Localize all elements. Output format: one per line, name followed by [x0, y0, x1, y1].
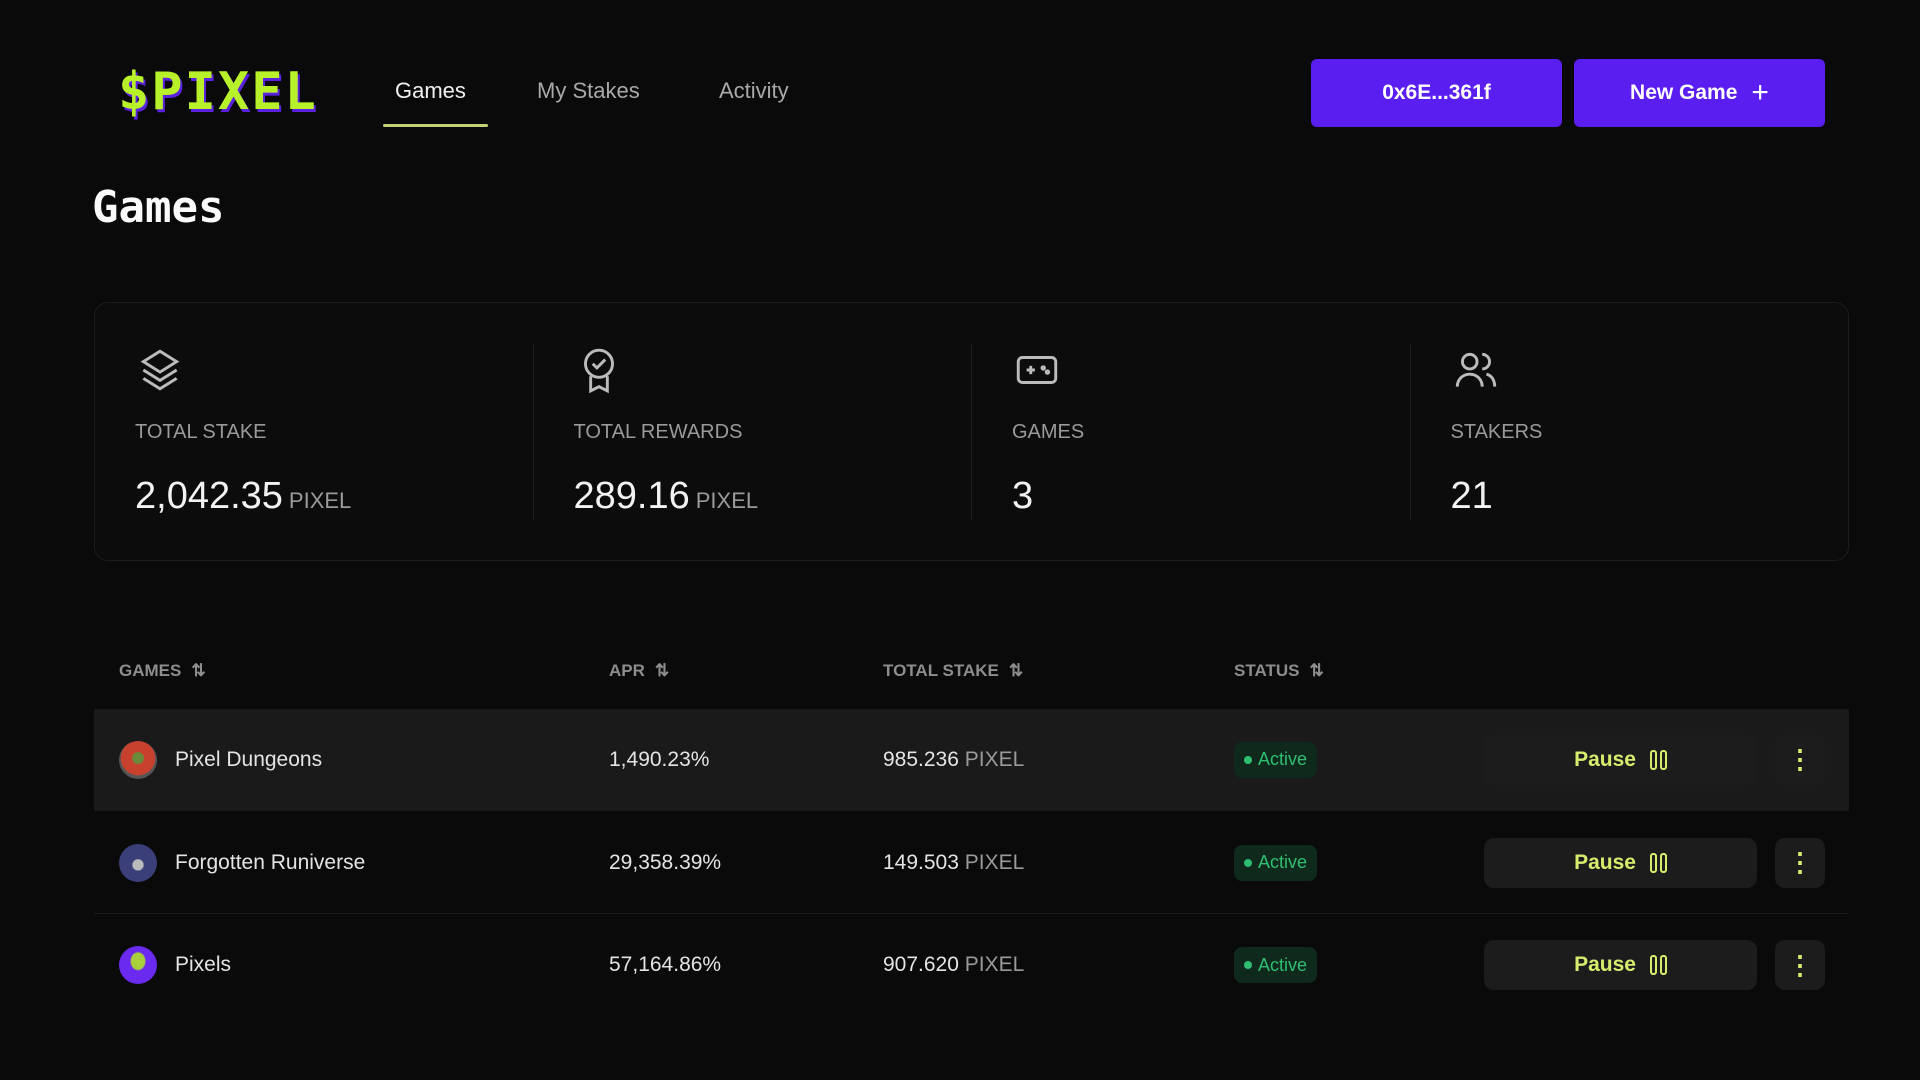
stat-label: TOTAL REWARDS: [573, 421, 743, 443]
stat-value: 21: [1450, 475, 1493, 517]
game-avatar: [119, 740, 157, 779]
game-avatar: [119, 843, 157, 882]
pause-button[interactable]: Pause: [1484, 940, 1757, 990]
sort-icon: ⇅: [1309, 661, 1324, 680]
stat-total-rewards: TOTAL REWARDS 289.16 PIXEL: [534, 343, 972, 520]
apr-value: 57,164.86%: [609, 953, 722, 976]
pause-button[interactable]: Pause: [1484, 734, 1757, 785]
game-name: Forgotten Runiverse: [175, 850, 366, 874]
stake-value: 907.620 PIXEL: [883, 953, 1025, 976]
status-badge: Active: [1234, 947, 1318, 983]
pause-button[interactable]: Pause: [1484, 837, 1757, 888]
game-avatar: [119, 946, 157, 984]
new-game-button[interactable]: New Game +: [1574, 59, 1825, 127]
column-header-status[interactable]: STATUS ⇅: [1234, 661, 1324, 680]
game-name: Pixel Dungeons: [175, 747, 323, 771]
stat-value: 289.16 PIXEL: [573, 475, 759, 517]
active-tab-indicator: [383, 124, 488, 127]
column-header-apr[interactable]: APR ⇅: [609, 661, 670, 680]
pause-icon: [1649, 749, 1667, 770]
pause-icon: [1649, 955, 1667, 975]
more-options-button[interactable]: ⋮: [1775, 940, 1825, 990]
stat-value: 3: [1012, 475, 1034, 517]
apr-value: 29,358.39%: [609, 850, 722, 874]
table-row[interactable]: Pixel Dungeons 1,490.23% 985.236 PIXEL A…: [94, 709, 1849, 811]
plus-icon: +: [1751, 76, 1769, 109]
more-options-button[interactable]: ⋮: [1775, 734, 1825, 785]
sort-icon: ⇅: [654, 661, 670, 680]
stake-value: 149.503 PIXEL: [883, 850, 1025, 874]
stat-stakers: STAKERS 21: [1411, 343, 1849, 520]
more-options-button[interactable]: ⋮: [1775, 837, 1825, 888]
sort-icon: ⇅: [191, 661, 206, 680]
wallet-address: 0x6E...361f: [1382, 81, 1491, 104]
stats-card: TOTAL STAKE 2,042.35 PIXEL TOTAL REWARDS …: [94, 302, 1849, 561]
nav-tab-games[interactable]: Games: [395, 78, 466, 103]
pause-icon: [1649, 852, 1667, 873]
game-name: Pixels: [175, 953, 232, 976]
stat-total-stake: TOTAL STAKE 2,042.35 PIXEL: [95, 343, 534, 520]
stat-value: 2,042.35 PIXEL: [135, 475, 352, 517]
award-icon: [583, 348, 614, 394]
status-badge: Active: [1234, 844, 1318, 881]
wallet-button[interactable]: 0x6E...361f: [1311, 59, 1562, 127]
nav-tab-activity[interactable]: Activity: [719, 78, 789, 103]
stat-label: STAKERS: [1450, 421, 1543, 443]
users-icon: [1455, 352, 1496, 387]
table-row[interactable]: Forgotten Runiverse 29,358.39% 149.503 P…: [94, 812, 1849, 914]
new-game-label: New Game: [1630, 81, 1738, 104]
apr-value: 1,490.23%: [609, 747, 710, 771]
column-header-games[interactable]: GAMES ⇅: [119, 661, 206, 680]
logo[interactable]: $PIXEL: [118, 62, 318, 122]
stat-label: GAMES: [1012, 421, 1085, 443]
status-badge: Active: [1234, 741, 1318, 778]
sort-icon: ⇅: [1008, 661, 1024, 680]
stake-value: 985.236 PIXEL: [883, 747, 1025, 771]
nav-tab-my-stakes[interactable]: My Stakes: [537, 78, 640, 103]
column-header-total-stake[interactable]: TOTAL STAKE ⇅: [883, 661, 1024, 680]
layers-icon: [140, 349, 180, 391]
stat-label: TOTAL STAKE: [135, 421, 267, 443]
page-title: Games: [92, 182, 225, 233]
stat-games: GAMES 3: [972, 343, 1411, 520]
gamepad-icon: [1016, 356, 1058, 384]
table-row[interactable]: Pixels 57,164.86% 907.620 PIXEL Active P…: [94, 914, 1849, 1016]
